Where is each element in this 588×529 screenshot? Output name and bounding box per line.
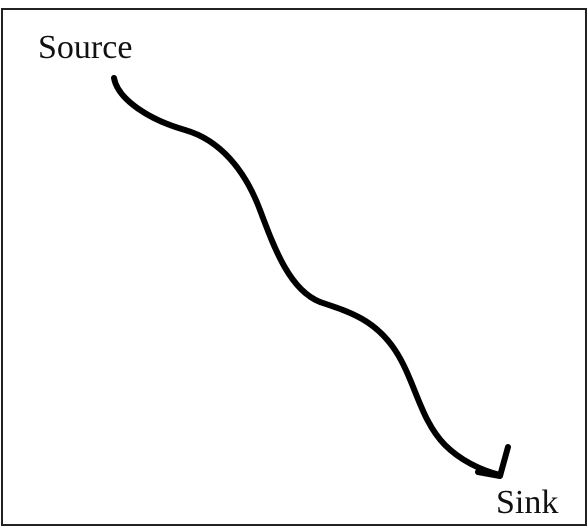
- frame: [1, 8, 587, 526]
- arrow-head: [475, 444, 511, 479]
- flow-arrow: [111, 75, 503, 478]
- source-label: Source: [38, 29, 132, 66]
- sink-label: Sink: [496, 484, 558, 521]
